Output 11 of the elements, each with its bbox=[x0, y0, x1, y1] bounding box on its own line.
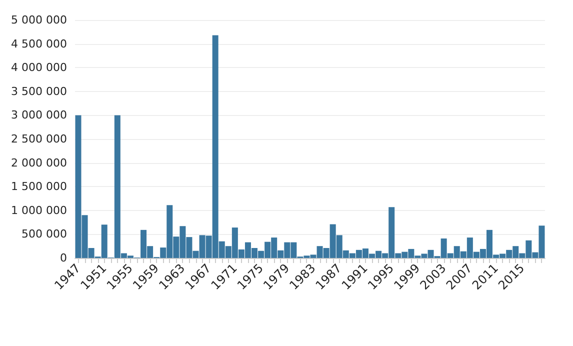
y-tick-label: 2 500 000 bbox=[11, 132, 67, 146]
y-tick-label: 4 000 000 bbox=[11, 61, 67, 74]
y-tick-label: 3 000 000 bbox=[11, 108, 67, 122]
y-tick-label: 500 000 bbox=[21, 228, 67, 241]
y-tick-label: 5 000 000 bbox=[11, 14, 67, 26]
y-tick-label: 1 500 000 bbox=[11, 180, 67, 194]
y-tick-label: 4 500 000 bbox=[11, 37, 67, 50]
y-tick-label: 2 000 000 bbox=[11, 156, 67, 170]
y-tick-label: 1 000 000 bbox=[11, 204, 67, 217]
y-tick-label: 0 bbox=[60, 252, 67, 264]
y-tick-label: 3 500 000 bbox=[11, 84, 67, 98]
